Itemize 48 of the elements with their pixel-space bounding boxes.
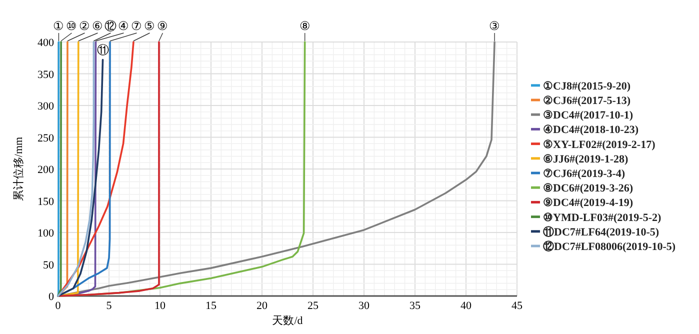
y-tick-label: 300: [38, 100, 54, 112]
y-tick-label: 250: [38, 132, 54, 144]
annotation: ⑥: [92, 19, 104, 33]
annotation: ①: [53, 19, 64, 33]
legend-label: ⑪DC7#LF64(2019-10-5): [543, 225, 660, 238]
legend-label: ④DC4#(2018-10-23): [543, 124, 639, 136]
annotation: ⑤: [144, 19, 156, 33]
y-axis-title: 累计位移/mm: [12, 136, 25, 202]
legend-label: ⑤XY-LF02#(2019-2-17): [543, 138, 656, 151]
annotation: ④: [118, 19, 130, 33]
legend-label: ③DC4#(2017-10-1): [543, 110, 634, 122]
x-tick-label: 15: [206, 300, 217, 312]
legend-label: ⑧DC6#(2019-3-26): [543, 182, 634, 195]
annotation: ⑧: [299, 19, 310, 42]
annotation: ⑩: [66, 19, 78, 33]
y-tick-label: 0: [48, 291, 54, 303]
annotation: ②: [79, 19, 90, 33]
y-tick-label: 150: [38, 196, 54, 208]
legend-label: ⑦CJ6#(2019-3-4): [543, 168, 626, 180]
x-tick-label: 20: [256, 300, 268, 312]
x-tick-label: 40: [460, 300, 472, 312]
x-axis-title: 天数/d: [272, 315, 304, 327]
y-tick-label: 50: [43, 259, 54, 272]
annotation: ③: [489, 19, 500, 42]
x-tick-label: 10: [154, 300, 166, 312]
legend-label: ⑫DC7#LF08006(2019-10-5): [543, 240, 676, 253]
annotation: ⑪: [96, 42, 109, 57]
annotation: ①: [53, 19, 64, 42]
y-tick-label: 200: [38, 164, 54, 176]
x-tick-label: 30: [358, 300, 370, 312]
x-tick-label: 45: [512, 300, 523, 312]
legend-label: ①CJ8#(2015-9-20): [543, 80, 631, 92]
x-tick-label: 25: [308, 300, 319, 312]
y-tick-label: 100: [38, 228, 54, 240]
annotation: ③: [489, 19, 500, 33]
legend-label: ⑩YMD-LF03#(2019-5-2): [543, 212, 662, 224]
legend-label: ⑨DC4#(2019-4-19): [543, 197, 634, 210]
annotation: ⑨: [157, 19, 168, 33]
x-tick-label: 5: [106, 300, 112, 312]
x-tick-label: 35: [410, 300, 421, 312]
y-tick-label: 350: [38, 68, 54, 81]
annotation: ⑧: [299, 19, 310, 33]
y-tick-label: 400: [38, 37, 54, 49]
annotation: ⑫: [104, 19, 117, 33]
annotation: ⑦: [131, 19, 142, 33]
legend-label: ②CJ6#(2017-5-13): [543, 95, 631, 107]
legend-label: ⑥JJ6#(2019-1-28): [543, 153, 628, 166]
annotation: ⑨: [157, 19, 168, 42]
